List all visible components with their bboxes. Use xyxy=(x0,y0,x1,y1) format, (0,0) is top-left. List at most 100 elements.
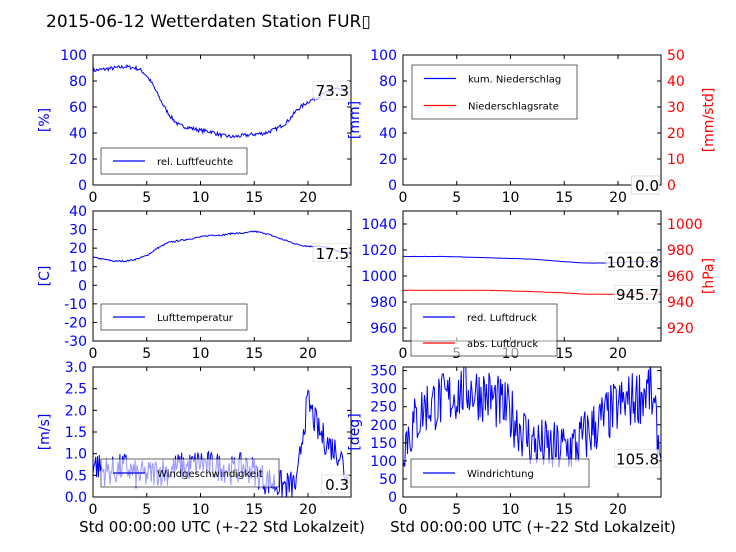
x-tick-label: 20 xyxy=(299,502,317,518)
x-tick-label: 5 xyxy=(452,190,461,206)
x-tick-label: 15 xyxy=(245,346,263,362)
y-tick-label: 1.5 xyxy=(65,425,87,441)
y-tick-label: -10 xyxy=(64,297,87,313)
x-tick-label: 20 xyxy=(299,190,317,206)
x-axis-label-left: Std 00:00:00 UTC (+-22 Std Lokalzeit) xyxy=(79,518,365,536)
y-tick-label: 2.0 xyxy=(65,403,87,419)
x-tick-label: 10 xyxy=(502,190,520,206)
x-tick-label: 5 xyxy=(452,502,461,518)
panel-humidity: 0 5 10 15 20 0 20 40 60 80 100 [%] 73.3 rel. Luftfeuc… xyxy=(37,48,352,206)
y-tick-label: 3.0 xyxy=(65,360,87,376)
y-tick-label-right: 1000 xyxy=(667,217,703,233)
y-tick-label: 10 xyxy=(69,260,87,276)
y-tick-label: 100 xyxy=(60,48,87,64)
last-value-label-bg xyxy=(614,449,660,468)
y-axis-label: [%] xyxy=(37,108,53,132)
y-tick-label: 0.5 xyxy=(65,468,87,484)
plot-frame xyxy=(92,210,352,342)
x-tick-label: 5 xyxy=(142,190,151,206)
legend-label: rel. Luftfeuchte xyxy=(157,157,233,168)
x-tick-label: 10 xyxy=(192,346,210,362)
plot-frame xyxy=(402,366,662,498)
last-value-label-bg xyxy=(312,80,350,100)
y-tick-label: 2.5 xyxy=(65,382,87,398)
y-axis-label: [C] xyxy=(37,266,53,287)
last-value-label: 105.8 xyxy=(616,451,659,469)
y-tick-label: 980 xyxy=(370,295,397,311)
y-tick-label: 150 xyxy=(370,436,397,452)
x-tick-label: 20 xyxy=(609,190,627,206)
y-tick-label-right: 980 xyxy=(667,243,694,259)
x-tick-label: 20 xyxy=(609,346,627,362)
y-tick-label: 20 xyxy=(69,241,87,257)
y-tick-label: 100 xyxy=(370,48,397,64)
y-tick-label-right: 920 xyxy=(667,321,694,337)
series-line-lufttemperatur xyxy=(93,230,351,263)
y-tick-label: 40 xyxy=(69,126,87,142)
legend-label: Windgeschwindigkeit xyxy=(157,469,263,480)
last-value-label: 17.5 xyxy=(316,245,349,263)
plot-frame xyxy=(402,54,662,186)
last-value-label-right: 945.7 xyxy=(616,286,659,304)
y-tick-label: 80 xyxy=(379,74,397,90)
panel-temperature: 0 5 10 15 20 -30 -20 -10 0 10 20 30 40 [C] 17.5 Lufttem… xyxy=(37,204,352,362)
series-line-windrichtung xyxy=(403,367,661,468)
y-axis-label: [mm] xyxy=(347,101,363,139)
x-tick-label: 5 xyxy=(142,346,151,362)
y-tick-label: 350 xyxy=(370,364,397,380)
y-tick-label: 60 xyxy=(69,100,87,116)
series-line-rel-luftfeuchte xyxy=(93,64,347,140)
y-tick-label: 0 xyxy=(388,490,397,506)
last-value-label-bg xyxy=(605,252,660,271)
y-tick-label: 0 xyxy=(388,178,397,194)
legend-label: Niederschlagsrate xyxy=(468,102,559,113)
panel-precipitation: 0 5 10 15 20 0 20 40 60 80 100 0 10 20 30 40 50 [mm] [mm/s… xyxy=(347,48,717,206)
y-axis-label-right: [hPa] xyxy=(701,258,717,294)
y-tick-label: 1020 xyxy=(361,243,397,259)
y-tick-label: 0.0 xyxy=(65,490,87,506)
y-axis-label-right: [mm/std] xyxy=(701,88,717,153)
y-tick-label: 200 xyxy=(370,418,397,434)
y-axis-label: [deg] xyxy=(347,413,363,450)
y-tick-label-right: 10 xyxy=(667,152,685,168)
x-tick-label: 20 xyxy=(299,346,317,362)
y-tick-label: 80 xyxy=(69,74,87,90)
x-tick-label: 15 xyxy=(245,190,263,206)
legend-label: abs. Luftdruck xyxy=(467,339,538,350)
last-value-label: 0.3 xyxy=(325,476,349,494)
y-tick-label: 250 xyxy=(370,400,397,416)
x-tick-label: 15 xyxy=(245,502,263,518)
y-tick-label: 20 xyxy=(69,152,87,168)
last-value-label-bg xyxy=(321,474,350,494)
x-tick-label: 20 xyxy=(609,502,627,518)
last-value-label-right-bg xyxy=(614,284,660,304)
x-tick-label: 0 xyxy=(399,502,408,518)
x-tick-label: 15 xyxy=(555,190,573,206)
legend-box xyxy=(410,303,558,357)
y-tick-label-right: 0 xyxy=(667,178,676,194)
y-tick-label: 0 xyxy=(78,278,87,294)
legend-label: Windrichtung xyxy=(467,469,534,480)
figure-title: 2015-06-12 Wetterdaten Station FUR▯ xyxy=(46,12,371,32)
x-tick-label: 10 xyxy=(192,190,210,206)
y-tick-label-right: 940 xyxy=(667,295,694,311)
y-tick-label: 1000 xyxy=(361,269,397,285)
y-tick-label: 50 xyxy=(379,472,397,488)
plot-frame xyxy=(92,54,352,186)
y-tick-label: 960 xyxy=(370,321,397,337)
y-tick-label: 100 xyxy=(370,454,397,470)
x-tick-label: 5 xyxy=(142,502,151,518)
last-value-label-right-bg xyxy=(631,175,660,195)
y-axis-label: [m/s] xyxy=(37,414,53,451)
y-tick-label-right: 40 xyxy=(667,74,685,90)
y-tick-label: 300 xyxy=(370,382,397,398)
x-tick-label: 0 xyxy=(89,502,98,518)
x-tick-label: 15 xyxy=(555,346,573,362)
legend-box xyxy=(100,303,248,331)
y-tick-label: 1040 xyxy=(361,217,397,233)
panel-windspeed: 0 5 10 15 20 0.0 0.5 1.0 1.5 2.0 2.5 3.0 [m/s] 0.3 Win… xyxy=(37,360,352,518)
legend-box xyxy=(411,64,578,120)
panel-winddirection: 0 5 10 15 20050100150200250300350[deg]105.8W… xyxy=(347,364,662,518)
x-axis-label-right: Std 00:00:00 UTC (+-22 Std Lokalzeit) xyxy=(390,518,676,536)
legend-label: red. Luftdruck xyxy=(467,313,537,324)
